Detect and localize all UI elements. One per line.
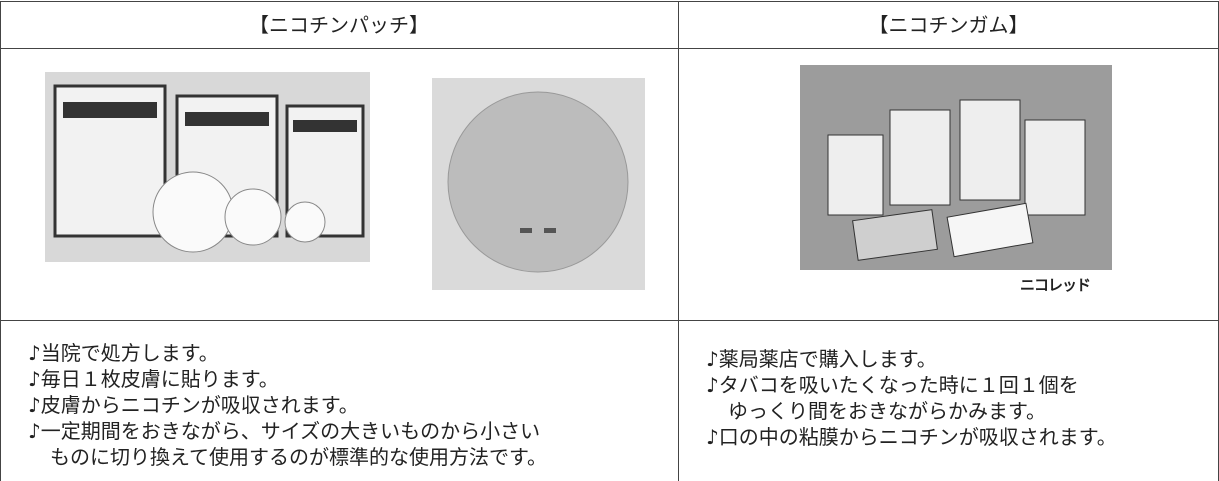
list-line: ゆっくり間をおきながらかみます。 [728, 399, 1046, 423]
header: 【ニコチンガム】 [868, 13, 1029, 37]
border [0, 48, 1219, 49]
left-list: ♪当院で処方します。 ♪毎日１枚皮膚に貼ります。 ♪皮膚からニコチンが吸収されます。… [28, 340, 547, 470]
border [0, 320, 1219, 321]
gum-photo [800, 65, 1112, 270]
list-line: ♪当院で処方します。 [28, 341, 219, 365]
border [0, 1, 1, 481]
patch-photo [45, 72, 370, 262]
list-line: ♪皮膚からニコチンが吸収されます。 [28, 393, 359, 417]
list-line: ものに切り換えて使用するのが標準的な使用方法です。 [50, 445, 547, 469]
border [678, 1, 679, 481]
border [0, 1, 1219, 2]
right-list: ♪薬局薬店で購入します。 ♪タバコを吸いたくなった時に１回１個を ゆっくり間をおきな… [706, 346, 1117, 450]
list-line: ♪タバコを吸いたくなった時に１回１個を [706, 373, 1079, 397]
image-caption: ニコレッド [1020, 276, 1091, 294]
list-line: ♪一定期間をおきながら、サイズの大きいものから小さい [28, 419, 541, 443]
list-line: ♪毎日１枚皮膚に貼ります。 [28, 367, 279, 391]
header: 【ニコチンパッチ】 [249, 13, 429, 37]
patch-photo [432, 78, 645, 290]
list-line: ♪薬局薬店で購入します。 [706, 347, 937, 371]
list-line: ♪口の中の粘膜からニコチンが吸収されます。 [706, 425, 1117, 449]
